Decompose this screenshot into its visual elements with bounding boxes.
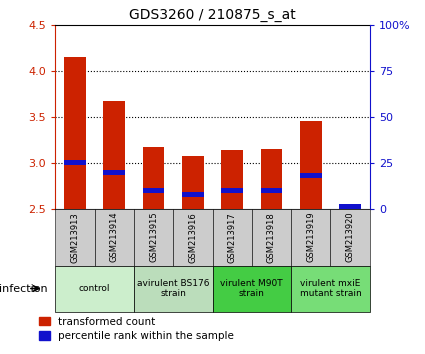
Text: infection: infection bbox=[0, 284, 51, 293]
Bar bbox=[221, 188, 243, 193]
Bar bbox=[261, 188, 282, 193]
Bar bbox=[339, 205, 361, 210]
Text: GSM213913: GSM213913 bbox=[71, 212, 79, 263]
Bar bbox=[252, 209, 291, 266]
Bar bbox=[64, 57, 86, 209]
Bar bbox=[173, 209, 212, 266]
Text: virulent M90T
strain: virulent M90T strain bbox=[221, 279, 283, 298]
Text: GSM213915: GSM213915 bbox=[149, 212, 158, 263]
Bar bbox=[291, 266, 370, 312]
Text: GSM213914: GSM213914 bbox=[110, 212, 119, 263]
Bar bbox=[64, 160, 86, 165]
Bar bbox=[134, 209, 173, 266]
Bar bbox=[182, 156, 204, 209]
Bar bbox=[331, 209, 370, 266]
Bar bbox=[103, 101, 125, 209]
Bar bbox=[103, 170, 125, 175]
Text: GSM213916: GSM213916 bbox=[188, 212, 197, 263]
Text: virulent mxiE
mutant strain: virulent mxiE mutant strain bbox=[300, 279, 361, 298]
Bar bbox=[212, 209, 252, 266]
Bar bbox=[261, 149, 282, 209]
Text: avirulent BS176
strain: avirulent BS176 strain bbox=[137, 279, 210, 298]
Bar bbox=[94, 209, 134, 266]
Text: GSM213918: GSM213918 bbox=[267, 212, 276, 263]
Bar bbox=[221, 150, 243, 209]
Legend: transformed count, percentile rank within the sample: transformed count, percentile rank withi… bbox=[39, 317, 234, 341]
Bar bbox=[291, 209, 331, 266]
Bar bbox=[182, 192, 204, 197]
Text: GSM213919: GSM213919 bbox=[306, 212, 315, 263]
Bar bbox=[300, 173, 322, 178]
Bar bbox=[143, 188, 164, 193]
Text: GSM213920: GSM213920 bbox=[346, 212, 354, 263]
Bar bbox=[212, 266, 291, 312]
Bar bbox=[55, 209, 94, 266]
Text: GSM213917: GSM213917 bbox=[228, 212, 237, 263]
Bar bbox=[300, 120, 322, 209]
Bar bbox=[134, 266, 212, 312]
Text: control: control bbox=[79, 284, 110, 293]
Title: GDS3260 / 210875_s_at: GDS3260 / 210875_s_at bbox=[129, 8, 296, 22]
Bar bbox=[143, 147, 164, 209]
Bar bbox=[55, 266, 134, 312]
